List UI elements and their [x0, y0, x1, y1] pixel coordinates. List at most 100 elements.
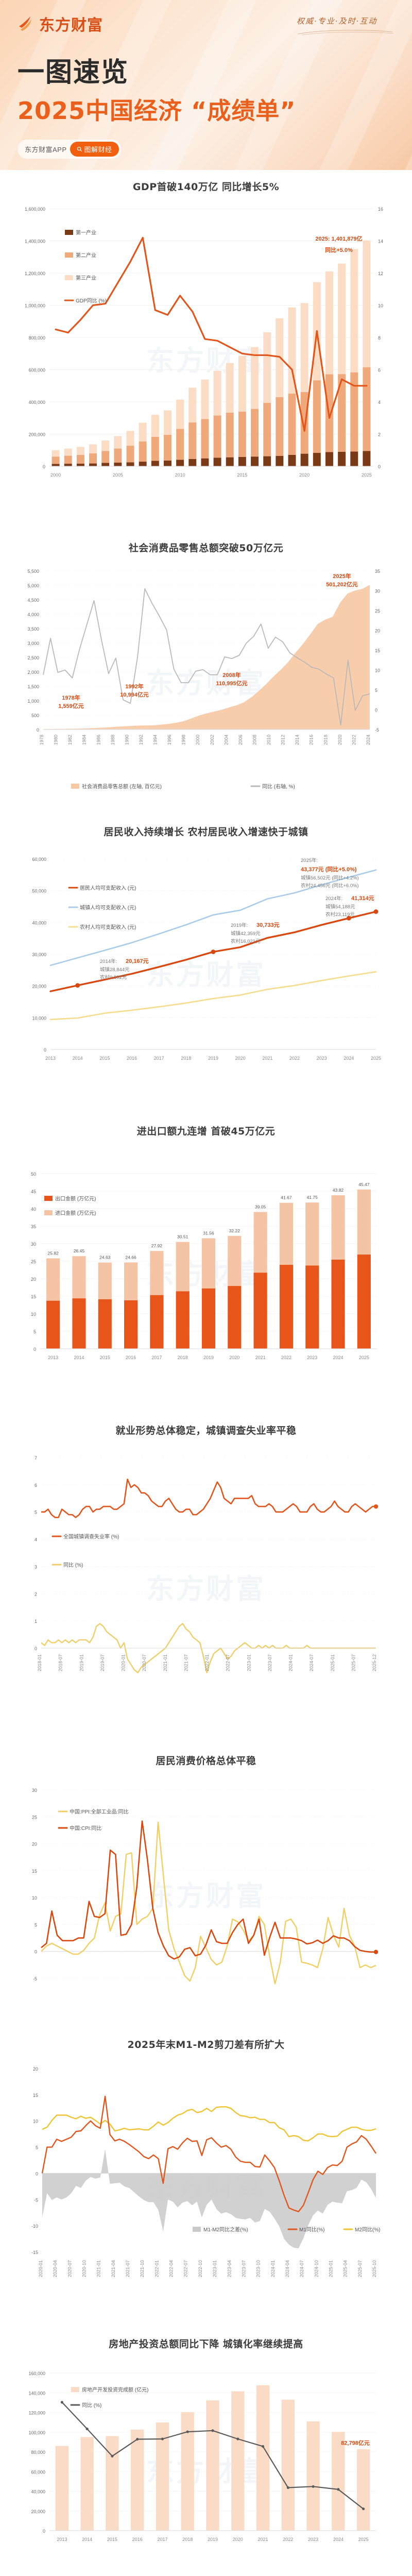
section-realestate: 房地产投资总额同比下降 城镇化率继续提高 东方财富 0 20,000 40,000 6… — [0, 2327, 412, 2576]
svg-text:2024: 2024 — [344, 1056, 354, 1061]
svg-text:0: 0 — [375, 708, 377, 713]
svg-text:2: 2 — [35, 1591, 37, 1597]
svg-text:2020-01: 2020-01 — [38, 2260, 43, 2277]
svg-text:140,000: 140,000 — [28, 2391, 45, 2396]
svg-text:2025: 2025 — [362, 472, 372, 478]
svg-text:第三产业: 第三产业 — [76, 275, 96, 281]
svg-text:第一产业: 第一产业 — [76, 229, 96, 236]
svg-text:100,000: 100,000 — [28, 2430, 45, 2435]
svg-text:同比 (%): 同比 (%) — [63, 1562, 83, 1568]
svg-text:2017: 2017 — [151, 1355, 162, 1360]
svg-text:M1-M2同比之差(%): M1-M2同比之差(%) — [203, 2226, 248, 2233]
svg-text:2022-10: 2022-10 — [198, 2260, 203, 2277]
svg-text:4: 4 — [378, 400, 381, 405]
tujie-caijing-button[interactable]: 图解财经 — [70, 142, 119, 157]
svg-text:2021-01: 2021-01 — [163, 1654, 168, 1671]
svg-text:1984: 1984 — [82, 735, 87, 745]
svg-text:1990: 1990 — [124, 735, 129, 745]
svg-text:2021: 2021 — [258, 2537, 268, 2542]
svg-text:2022-07: 2022-07 — [226, 1654, 231, 1671]
svg-text:5,500: 5,500 — [27, 569, 39, 574]
svg-text:2016: 2016 — [127, 1056, 137, 1061]
section-gdp: GDP首破140万亿 同比增长5% 东方财富 0 200,000 400,000 60… — [0, 170, 412, 531]
svg-text:2004: 2004 — [224, 735, 229, 745]
svg-text:2008: 2008 — [252, 735, 257, 745]
svg-text:2019-07: 2019-07 — [100, 1654, 105, 1671]
svg-text:2022: 2022 — [351, 735, 356, 745]
svg-text:30,000: 30,000 — [32, 952, 46, 957]
svg-text:45.47: 45.47 — [358, 1182, 370, 1187]
svg-text:2006: 2006 — [238, 735, 243, 745]
svg-text:2,000: 2,000 — [27, 670, 39, 675]
svg-text:10: 10 — [375, 668, 380, 673]
svg-text:1,000: 1,000 — [27, 699, 39, 704]
svg-text:2013: 2013 — [57, 2537, 67, 2542]
svg-text:5: 5 — [35, 1922, 37, 1927]
svg-text:2017: 2017 — [157, 2537, 167, 2542]
svg-text:2022: 2022 — [289, 1056, 300, 1061]
svg-text:中国:PPI:全部工业品:同比: 中国:PPI:全部工业品:同比 — [70, 1808, 128, 1815]
gdp-chart-title: GDP首破140万亿 同比增长5% — [132, 181, 280, 193]
svg-text:41.67: 41.67 — [281, 1195, 292, 1200]
svg-text:10,994亿元: 10,994亿元 — [120, 691, 149, 698]
svg-text:2016: 2016 — [132, 2537, 143, 2542]
svg-text:2025-01: 2025-01 — [330, 1654, 335, 1671]
svg-text:40,000: 40,000 — [31, 2489, 45, 2495]
svg-text:2024: 2024 — [366, 735, 371, 745]
svg-text:2023-04: 2023-04 — [227, 2260, 232, 2277]
section-m1m2: 2025年末M1-M2剪刀差有所扩大 东方财富 -15-10-505101520… — [0, 2028, 412, 2327]
app-name-label: 东方财富APP — [25, 146, 67, 154]
svg-text:120,000: 120,000 — [28, 2411, 45, 2416]
svg-text:20: 20 — [31, 1277, 36, 1282]
svg-text:10: 10 — [33, 2119, 38, 2124]
svg-text:城镇56,502元 (同比+4.2%): 城镇56,502元 (同比+4.2%) — [301, 875, 359, 881]
svg-text:25: 25 — [375, 608, 380, 614]
svg-text:0: 0 — [35, 1646, 37, 1651]
realestate-chart: 东方财富 0 20,000 40,000 60,000 80,000 100,000 120… — [9, 2355, 403, 2576]
svg-text:2024-01: 2024-01 — [270, 2260, 276, 2277]
svg-text:城镇54,188元: 城镇54,188元 — [325, 904, 355, 910]
svg-text:2019: 2019 — [208, 1056, 218, 1061]
income-chart-title: 居民收入持续增长 农村居民收入增速快于城镇 — [104, 826, 308, 838]
trade-chart: 东方财富 0510152025303540455025.8226.4524.63… — [9, 1143, 403, 1400]
svg-text:2020-07: 2020-07 — [142, 1654, 147, 1671]
svg-text:2025-07: 2025-07 — [351, 1654, 356, 1671]
svg-text:14: 14 — [378, 239, 383, 244]
svg-text:30: 30 — [32, 1788, 37, 1793]
svg-text:进口金额 (万亿元): 进口金额 (万亿元) — [55, 1210, 96, 1216]
svg-text:2019: 2019 — [203, 1355, 214, 1360]
svg-text:2025: 2025 — [359, 1355, 369, 1360]
svg-text:2015: 2015 — [100, 1355, 110, 1360]
svg-text:2020: 2020 — [235, 1056, 246, 1061]
section-cpi: 居民消费价格总体平稳 东方财富 -5 0 5 10 15 20 25 30 中国:PPI:全部工… — [0, 1744, 412, 2028]
svg-text:35: 35 — [375, 569, 380, 574]
svg-text:0: 0 — [37, 727, 39, 733]
svg-text:2021-01: 2021-01 — [96, 2260, 101, 2277]
svg-text:501,202亿元: 501,202亿元 — [326, 581, 358, 588]
svg-text:30,733元: 30,733元 — [256, 922, 280, 928]
svg-text:2000: 2000 — [50, 472, 61, 478]
svg-text:1998: 1998 — [181, 735, 186, 745]
m1m2-chart-svg: -15 -10 -5 0 5 10 15 20 M1-M2同比之差(%) M1同比(%) M2同比(… — [31, 2066, 380, 2277]
svg-text:2017: 2017 — [154, 1056, 164, 1061]
brand-name: 东方财富 — [39, 16, 103, 35]
svg-text:41.75: 41.75 — [307, 1195, 318, 1200]
brand-logo: 东方财富 — [18, 12, 103, 35]
svg-text:2008年: 2008年 — [222, 671, 241, 679]
svg-text:2018-01: 2018-01 — [37, 1654, 42, 1671]
svg-text:2025-10: 2025-10 — [372, 2260, 377, 2277]
svg-text:2020: 2020 — [229, 1355, 239, 1360]
svg-text:20: 20 — [32, 1842, 37, 1847]
svg-text:出口金额 (万亿元): 出口金额 (万亿元) — [55, 1195, 96, 1202]
svg-text:0: 0 — [35, 1950, 37, 1955]
svg-text:10,000: 10,000 — [32, 1015, 46, 1021]
income-chart: 东方财富 0 10,000 20,000 30,000 40,000 50,000 60,0… — [9, 843, 403, 1101]
svg-text:2022-04: 2022-04 — [169, 2260, 174, 2277]
svg-text:1,500: 1,500 — [27, 684, 39, 689]
app-pill: 东方财富APP 图解财经 — [18, 140, 121, 159]
svg-text:3,000: 3,000 — [27, 641, 39, 646]
svg-text:1,559亿元: 1,559亿元 — [58, 702, 84, 709]
svg-text:-15: -15 — [31, 2250, 38, 2255]
